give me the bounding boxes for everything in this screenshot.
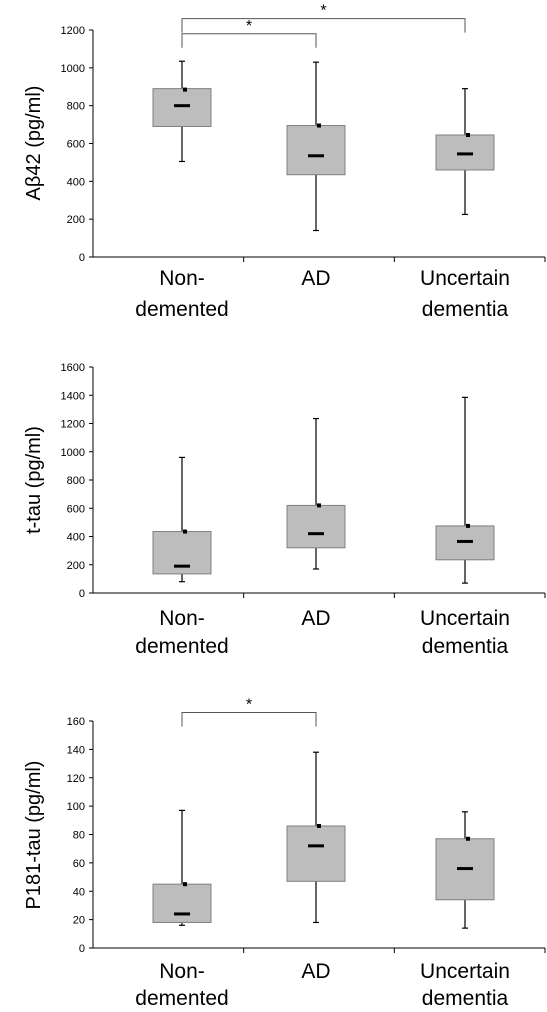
bracket-line [181,711,317,727]
box-iqr [286,825,346,882]
y-tick-label: 100 [67,801,85,813]
y-tick-label: 140 [67,744,85,756]
chart-panel-1: Aβ42 (pg/ml) 0 200 400 600 800 1000 1200 Non-dem… [23,3,546,321]
box-plot-3 [435,811,495,929]
median-marker [308,532,324,536]
box-plot-1 [152,456,212,583]
significance-bracket: * [181,18,317,48]
y-tick-label: 1200 [61,25,85,37]
mean-marker [466,836,470,841]
y-tick-label: 120 [67,773,85,785]
mean-marker [317,503,321,508]
significance-label: * [320,3,326,20]
y-tick-label: 800 [67,475,85,487]
y-tick-label: 0 [79,943,85,955]
category-label: AD [301,607,330,630]
median-marker [457,867,473,871]
median-marker [308,154,324,158]
bracket-line [181,33,317,48]
box-iqr [435,134,495,171]
y-tick-label: 1000 [61,447,85,459]
box-iqr [152,88,212,127]
y-tick-label: 1000 [61,63,85,75]
category-label: AD [301,960,330,983]
category-label-line2: demented [135,987,228,1010]
box-plot-1 [152,60,212,163]
mean-marker [183,529,187,534]
category-label: Uncertain [420,267,510,290]
box-plot-3 [435,396,495,584]
box-plot-1 [152,809,212,926]
chart-panel-3: P181-tau (pg/ml) 0 20 40 60 80 100 120 140 160 Non… [23,696,546,1010]
median-marker [174,564,190,568]
y-tick-label: 1400 [61,390,85,402]
chart-panel-2: t-tau (pg/ml) 0 200 400 600 800 1000 1200 1400 16… [23,362,546,658]
significance-label: * [246,696,252,713]
y-tick-label: 1600 [61,362,85,374]
y-axis-title: Aβ42 (pg/ml) [23,86,45,201]
box-plot-3 [435,88,495,216]
median-marker [308,844,324,848]
y-tick-label: 600 [67,503,85,515]
y-tick-label: 40 [73,886,85,898]
y-tick-label: 0 [79,588,85,600]
median-marker [457,152,473,156]
y-tick-label: 800 [67,101,85,113]
y-tick-label: 400 [67,532,85,544]
category-label-line2: dementia [422,987,509,1010]
mean-marker [466,523,470,528]
median-marker [174,104,190,108]
category-label: Non- [159,607,205,630]
y-tick-label: 400 [67,176,85,188]
box-plot-2 [286,417,346,570]
category-label-line2: demented [135,635,228,658]
mean-marker [317,823,321,828]
significance-bracket: * [181,3,466,33]
mean-marker [466,132,470,137]
median-marker [457,539,473,543]
category-label-line2: demented [135,298,228,321]
bracket-line [181,18,466,33]
significance-label: * [246,18,252,35]
y-axis-title: P181-tau (pg/ml) [23,761,45,910]
y-tick-label: 20 [73,915,85,927]
category-label-line2: dementia [422,635,509,658]
mean-marker [183,87,187,92]
box-iqr [152,883,212,923]
category-label-line2: dementia [422,298,509,321]
category-label: Uncertain [420,960,510,983]
y-tick-label: 60 [73,858,85,870]
y-tick-label: 160 [67,716,85,728]
y-axis-title: t-tau (pg/ml) [23,426,45,534]
y-tick-label: 600 [67,139,85,151]
box-iqr [286,504,346,549]
y-tick-label: 0 [79,252,85,264]
box-plot-2 [286,751,346,924]
y-tick-label: 200 [67,560,85,572]
box-iqr [286,125,346,176]
y-tick-label: 80 [73,830,85,842]
category-label: Uncertain [420,607,510,630]
mean-marker [317,123,321,128]
y-tick-label: 1200 [61,419,85,431]
significance-bracket: * [181,696,317,727]
y-tick-label: 200 [67,214,85,226]
category-label: Non- [159,267,205,290]
mean-marker [183,882,187,887]
median-marker [174,912,190,916]
box-plot-2 [286,61,346,232]
category-label: Non- [159,960,205,983]
category-label: AD [301,267,330,290]
